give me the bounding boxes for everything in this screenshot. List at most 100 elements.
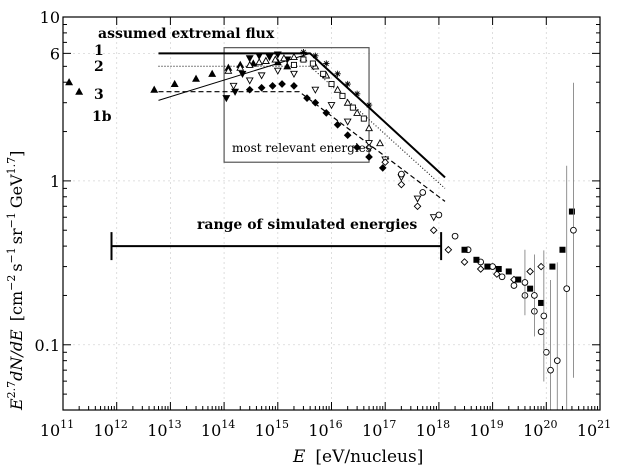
- data-point: [510, 282, 518, 289]
- data-point: [265, 53, 274, 62]
- data-point: [303, 94, 311, 102]
- data-point: [343, 98, 352, 106]
- data-point: [150, 85, 159, 93]
- data-point: [365, 153, 373, 161]
- data-point: [568, 208, 575, 215]
- model-curve-1: [158, 52, 446, 179]
- curve-label-2: 2: [94, 59, 104, 75]
- x-tick-label: 1018: [416, 418, 450, 440]
- simulated-range-bar: [110, 232, 443, 261]
- curve-label-1: 1: [94, 43, 104, 59]
- annotation-most-relevant-energies: most relevant energies: [232, 141, 372, 155]
- data-point: [435, 211, 443, 219]
- x-tick-label: 1020: [523, 418, 557, 440]
- data-point: [538, 299, 545, 306]
- data-point: [273, 51, 282, 59]
- x-tick-label: 1014: [201, 418, 235, 440]
- data-point: [549, 263, 556, 270]
- data-point: [353, 108, 362, 116]
- model-curve-2: [158, 65, 446, 189]
- model-curve-3: [158, 91, 446, 202]
- data-point: [257, 72, 266, 80]
- data-point: [309, 60, 316, 67]
- data-point: [526, 267, 534, 276]
- x-axis-label: E [eV/nucleus]: [292, 447, 423, 465]
- annotation-simulated-range: range of simulated energies: [197, 217, 417, 233]
- data-point: [559, 246, 566, 253]
- data-point: [279, 54, 288, 62]
- x-tick-label: 1012: [94, 418, 128, 440]
- x-tick-label: 1019: [469, 418, 503, 440]
- data-point: [290, 70, 298, 78]
- svg-text:E2.7dN/dE[cm−2s−1sr−1GeV1.7]: E2.7dN/dE[cm−2s−1sr−1GeV1.7]: [5, 151, 26, 411]
- data-point: [460, 258, 469, 266]
- curve-label-3: 3: [94, 87, 104, 103]
- data-point: [531, 292, 538, 299]
- data-point: [328, 81, 335, 88]
- data-point: [429, 226, 438, 235]
- data-point: [489, 263, 496, 270]
- data-point: [323, 60, 330, 67]
- data-point: [537, 262, 545, 271]
- data-point: [429, 214, 438, 222]
- data-point: [349, 104, 356, 111]
- data-point: [245, 60, 254, 68]
- data-point: [311, 86, 320, 94]
- x-tick-label: 1021: [577, 418, 611, 440]
- data-point: [376, 138, 384, 147]
- data-point: [378, 164, 387, 172]
- data-point: [257, 83, 266, 92]
- data-point: [271, 55, 280, 63]
- data-point: [268, 82, 277, 90]
- data-point: [360, 115, 367, 122]
- data-point: [278, 80, 286, 88]
- data-point: [245, 77, 254, 85]
- x-tick-label: 1017: [362, 418, 396, 440]
- data-point: [365, 101, 373, 109]
- data-point: [498, 273, 506, 281]
- data-point: [398, 170, 405, 178]
- x-tick-label: 1013: [147, 418, 181, 440]
- data-point: [236, 63, 245, 71]
- data-point: [542, 348, 550, 356]
- data-point: [322, 109, 331, 117]
- data-point: [231, 88, 240, 96]
- model-curves: [158, 52, 446, 202]
- data-point: [208, 69, 217, 77]
- data-point: [537, 328, 545, 336]
- data-point: [343, 131, 352, 140]
- data-point: [75, 87, 84, 95]
- data-point: [300, 56, 307, 63]
- data-point: [170, 79, 179, 88]
- data-point: [413, 195, 422, 203]
- annotation-extremal-header: assumed extremal flux: [98, 26, 275, 42]
- data-point: [224, 66, 233, 74]
- y-tick-label: 6: [50, 44, 60, 63]
- grid: [63, 17, 600, 410]
- data-point: [397, 180, 406, 189]
- data-point: [312, 52, 319, 59]
- data-point: [300, 48, 307, 56]
- curve-label-1b: 1b: [92, 109, 112, 125]
- data-point: [255, 58, 264, 66]
- data-point: [334, 70, 341, 78]
- data-point: [451, 232, 459, 240]
- data-point: [365, 143, 373, 152]
- data-point: [484, 263, 491, 270]
- data-point: [419, 189, 427, 196]
- data-point: [461, 246, 468, 253]
- data-point: [245, 55, 254, 63]
- x-tick-label: 1011: [40, 418, 74, 440]
- data-point: [343, 118, 352, 126]
- data-point: [563, 285, 571, 292]
- data-point: [333, 120, 342, 129]
- data-point: [515, 276, 522, 283]
- data-point: [65, 78, 74, 86]
- data-point: [473, 256, 480, 263]
- x-tick-label: 1016: [308, 418, 342, 440]
- y-tick-label: 0.1: [35, 336, 60, 355]
- data-point: [261, 56, 270, 64]
- data-point: [222, 95, 231, 103]
- data-point: [365, 140, 373, 148]
- data-point: [311, 98, 320, 107]
